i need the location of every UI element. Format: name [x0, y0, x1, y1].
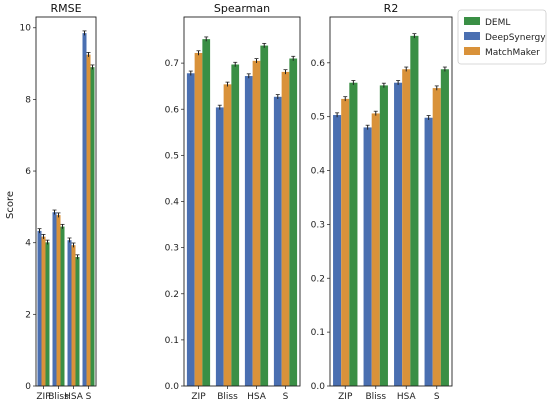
y-tick-label: 0.0	[165, 382, 180, 392]
legend-swatch	[464, 32, 480, 40]
y-axis-label: Score	[5, 191, 16, 219]
y-tick-label: 0.6	[165, 105, 180, 115]
y-tick-label: 0.5	[311, 113, 325, 123]
y-tick-label: 0.7	[165, 59, 179, 69]
bar-deepsynergy-s	[273, 96, 282, 386]
panel-spearman: Spearman 0.0 0.1 0.2 0.3 0.4 0.5 0.6 0.7 ZIP Bliss…	[165, 2, 301, 402]
y-tick-label: 10	[20, 24, 32, 34]
y-tick-label: 8	[25, 95, 31, 105]
bar-matchmaker-hsa	[71, 245, 76, 386]
bar-deepsynergy-s	[82, 33, 87, 386]
x-tick-label: Bliss	[217, 392, 238, 402]
y-tick-label: 6	[25, 167, 31, 177]
legend-swatch	[464, 17, 480, 25]
x-tick-label: HSA	[397, 392, 417, 402]
legend-label: MatchMaker	[485, 48, 540, 58]
bar-deepsynergy-hsa	[244, 76, 253, 386]
bar-deml-zip	[349, 82, 358, 386]
bar-deml-bliss	[379, 85, 388, 386]
y-tick-label: 0.2	[165, 290, 179, 300]
panel-frame	[329, 16, 453, 387]
y-tick-label: 0.2	[311, 274, 325, 284]
bar-deepsynergy-hsa	[394, 82, 403, 386]
bar-matchmaker-zip	[41, 236, 46, 386]
y-tick-label: 0.1	[311, 328, 325, 338]
x-tick-label: ZIP	[191, 392, 206, 402]
y-tick-label: 4	[25, 239, 31, 249]
y-tick-label: 2	[25, 310, 31, 320]
x-tick-label: S	[434, 392, 440, 402]
bar-deepsynergy-zip	[186, 73, 195, 387]
bar-deml-hsa	[260, 45, 269, 386]
panel-r2: R2 0.0 0.1 0.2 0.3 0.4 0.5 0.6 ZIP Bliss HSA S	[311, 2, 453, 402]
panel-frame	[183, 16, 301, 387]
bar-deepsynergy-zip	[333, 115, 342, 386]
bar-deml-bliss	[60, 226, 65, 386]
panel-title: Spearman	[214, 2, 270, 15]
bar-deepsynergy-zip	[37, 230, 42, 386]
y-tick-label: 0.5	[165, 151, 179, 161]
bar-matchmaker-bliss	[56, 215, 61, 386]
bar-deml-s	[440, 69, 449, 386]
x-tick-label: HSA	[64, 392, 84, 402]
bar-deml-bliss	[231, 64, 240, 386]
legend-label: DEML	[485, 18, 510, 28]
y-tick-label: 0.3	[311, 220, 325, 230]
bar-matchmaker-zip	[194, 52, 203, 386]
bar-matchmaker-s	[281, 71, 290, 387]
y-tick-label: 0.6	[311, 59, 326, 69]
bar-deml-zip	[202, 39, 211, 386]
bar-matchmaker-s	[432, 88, 441, 386]
y-tick-label: 0.4	[311, 167, 326, 177]
panel-frame	[35, 16, 97, 387]
x-tick-label: S	[283, 392, 289, 402]
x-tick-label: ZIP	[36, 392, 51, 402]
bar-deepsynergy-hsa	[67, 240, 72, 386]
x-tick-label: Bliss	[365, 392, 386, 402]
bar-deml-s	[90, 67, 95, 387]
x-tick-label: ZIP	[338, 392, 353, 402]
bar-matchmaker-zip	[341, 98, 350, 386]
y-tick-label: 0	[25, 382, 31, 392]
y-tick-label: 0.4	[165, 198, 180, 208]
bar-deml-s	[289, 58, 298, 386]
bar-deepsynergy-s	[424, 117, 433, 386]
y-tick-label: 0.0	[311, 382, 326, 392]
bar-matchmaker-hsa	[252, 60, 261, 386]
bar-matchmaker-hsa	[402, 69, 411, 386]
legend-swatch	[464, 47, 480, 55]
x-tick-label: HSA	[247, 392, 267, 402]
bar-matchmaker-s	[86, 54, 91, 386]
bar-deepsynergy-bliss	[52, 212, 57, 386]
y-tick-label: 0.1	[165, 336, 179, 346]
y-tick-label: 0.3	[165, 244, 179, 254]
bar-deml-hsa	[75, 257, 80, 386]
panel-title: RMSE	[50, 2, 81, 15]
bar-matchmaker-bliss	[371, 113, 380, 387]
bar-matchmaker-bliss	[223, 84, 232, 386]
bar-deepsynergy-bliss	[215, 107, 224, 386]
panel-title: R2	[384, 2, 399, 15]
legend-label: DeepSynergy	[485, 33, 546, 43]
legend: DEML DeepSynergy MatchMaker	[457, 9, 547, 65]
bar-deml-zip	[45, 242, 50, 386]
x-tick-label: S	[86, 392, 92, 402]
bar-deml-hsa	[410, 35, 419, 387]
x-tick-label: Bliss	[48, 392, 69, 402]
bar-deepsynergy-bliss	[363, 127, 372, 386]
